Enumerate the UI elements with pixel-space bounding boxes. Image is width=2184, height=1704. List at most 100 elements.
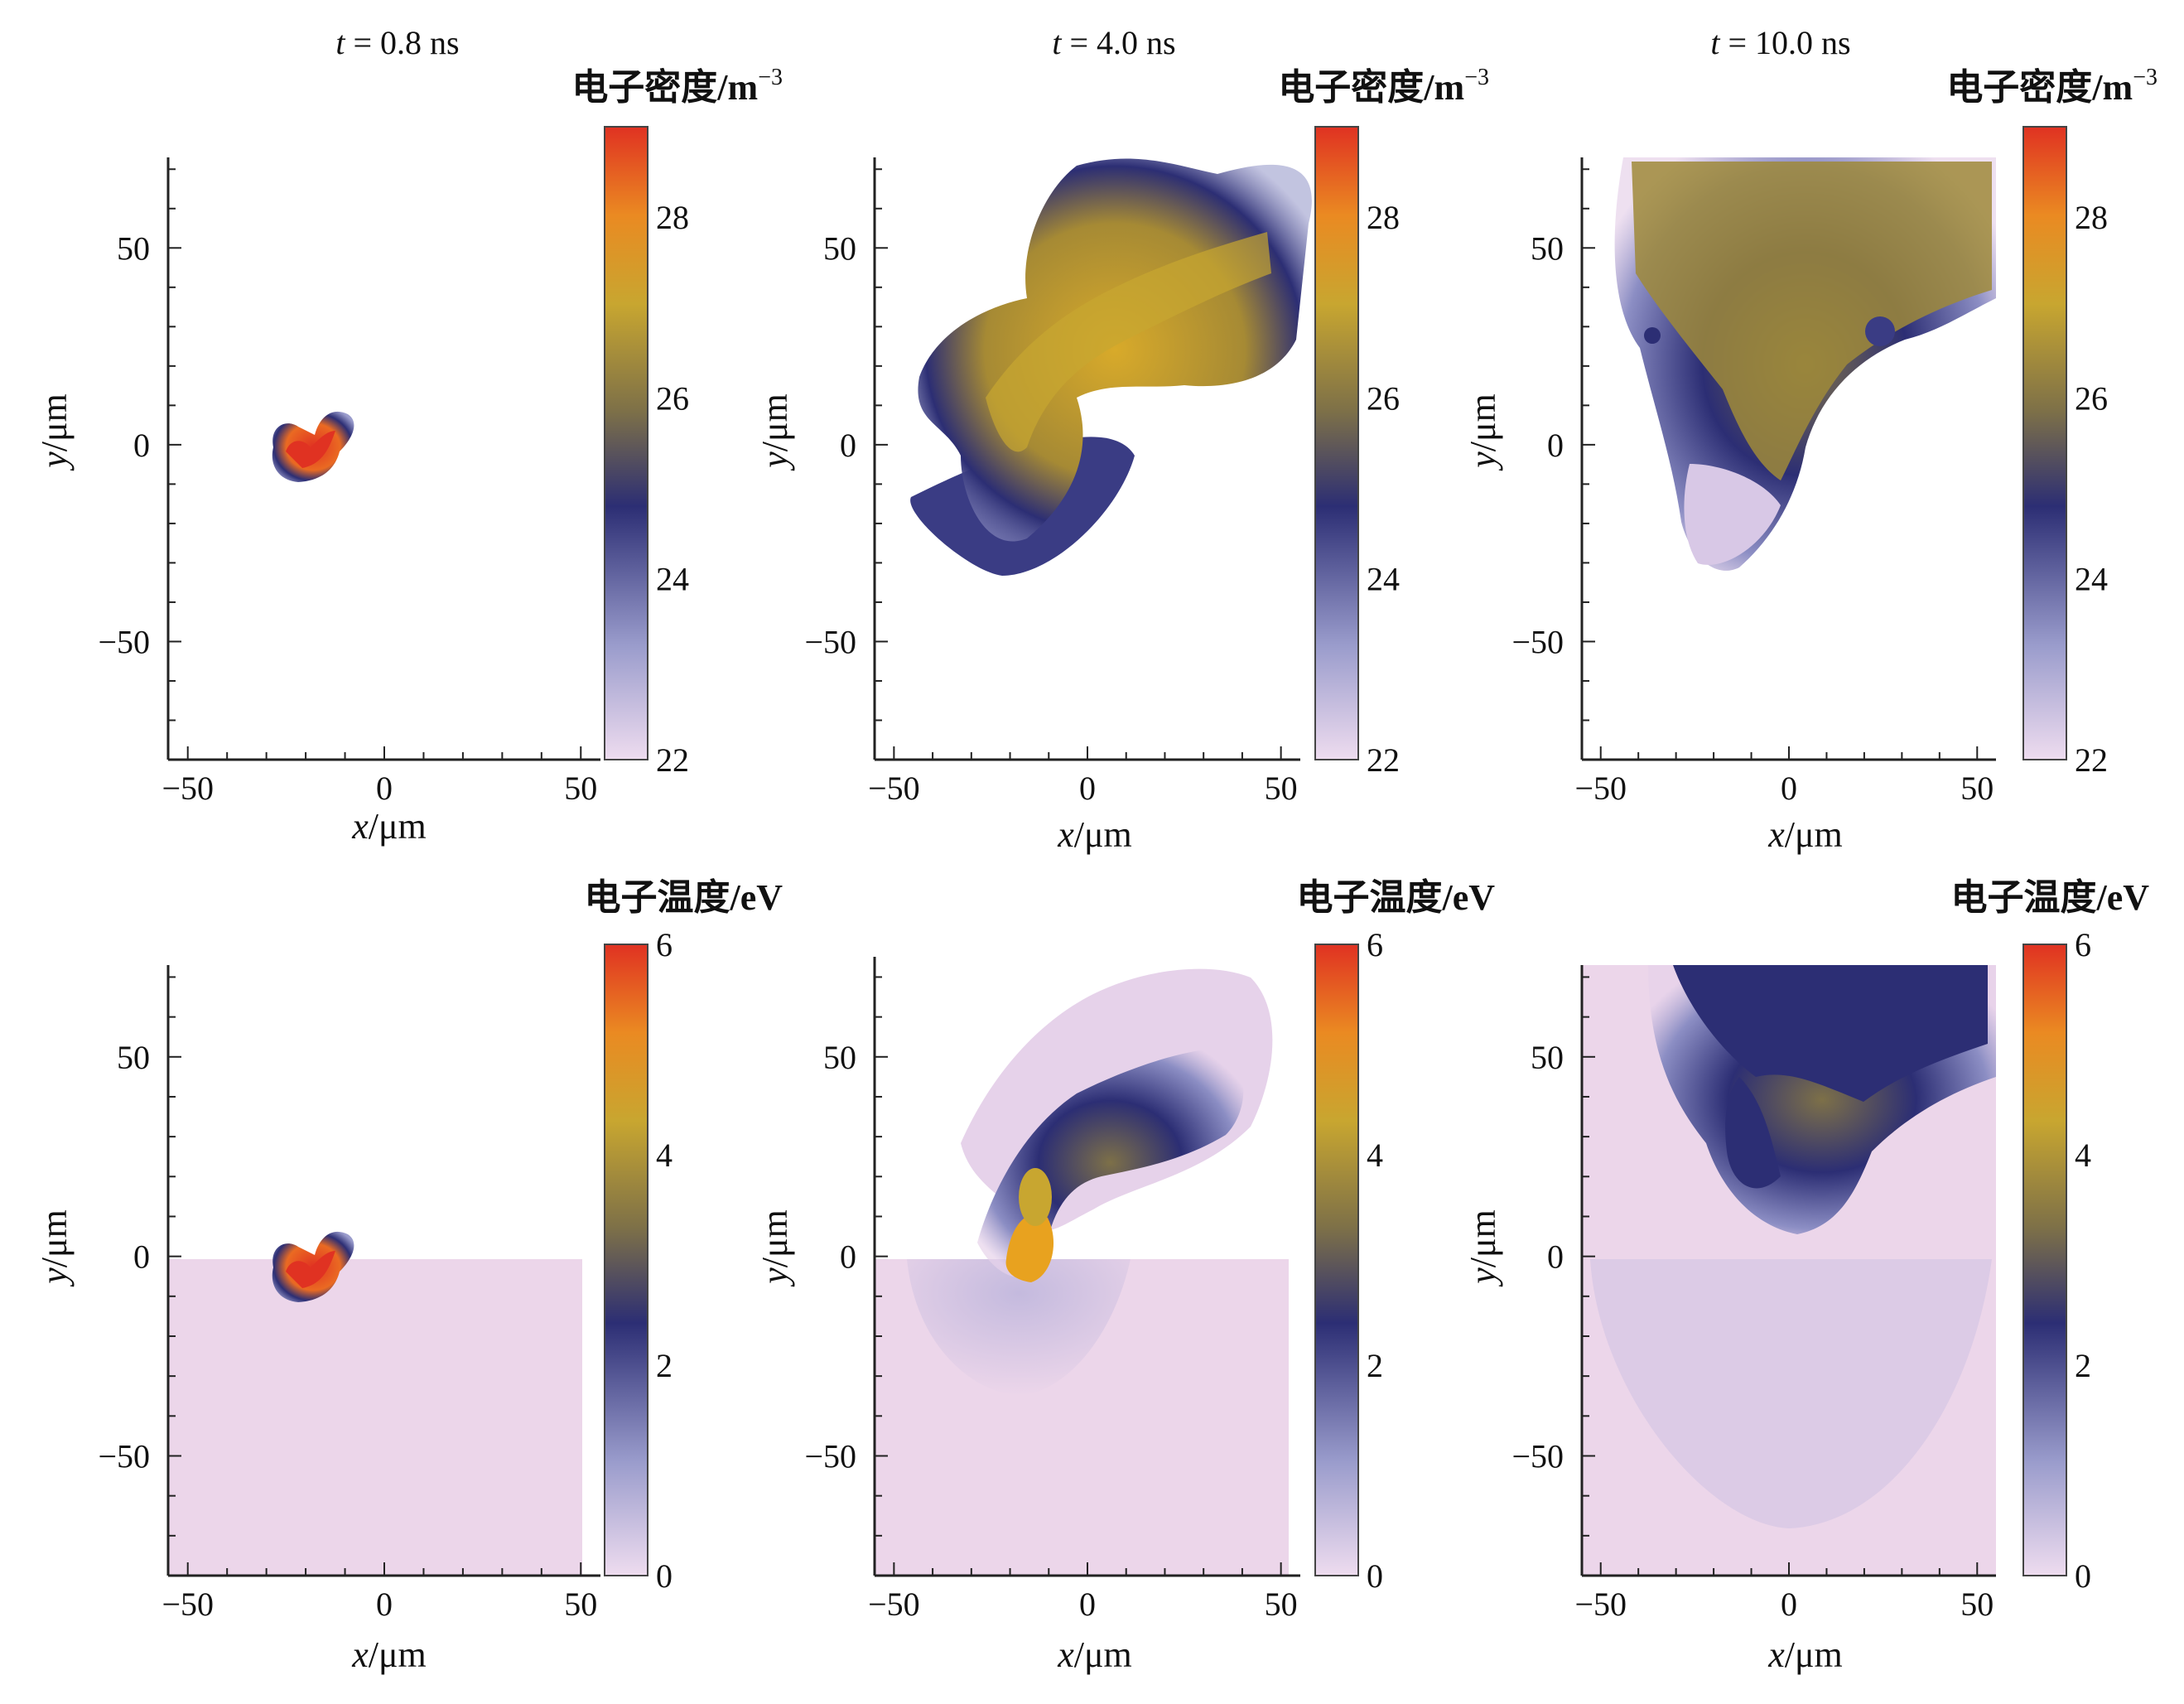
colorbar-tick-label: 28 [656,199,689,236]
colorbar-tick-label: 4 [656,1137,673,1174]
x-tick-label: 0 [376,770,393,807]
y-tick-label: −50 [98,623,150,660]
axes-density-t0.8 [166,157,600,761]
colorbar-density-t4.0 [1314,126,1359,760]
x-tick-label: 50 [1265,1586,1298,1623]
colorbar-title-temp-1: 电子温度/eV [1296,877,1495,918]
svg-text:t = 0.8 ns: t = 0.8 ns [335,24,459,61]
y-axis-label-0-0: y/μm [34,393,75,471]
colorbar-tick-label: 24 [656,561,689,598]
x-tick-label: −50 [1574,1586,1627,1623]
time-label-col0: t = 0.8 ns [335,24,459,61]
colorbar-tick-label: 26 [2075,379,2108,417]
x-axis-label-0-1: x/μm [1057,814,1132,855]
colorbar-title-density-1: 电子密度/m−3 [1278,65,1489,108]
x-tick-label: −50 [1574,770,1627,807]
panel-temp-t4.0 [873,957,1300,1577]
svg-text:x/μm: x/μm [1057,1634,1132,1675]
svg-text:y/μm: y/μm [34,1209,75,1287]
heatmap-temp-t0.8 [168,1231,582,1576]
y-tick-label: 0 [1547,427,1564,464]
svg-text:x/μm: x/μm [1767,814,1843,855]
x-tick-label: 0 [1079,770,1096,807]
x-tick-label: 50 [1960,770,1994,807]
heatmap-temp-t10 [1582,965,1996,1576]
x-axis-label-1-2: x/μm [1767,1634,1843,1675]
colorbar-tick-label: 4 [1367,1137,1383,1174]
heatmap-density-t4.0 [910,158,1312,576]
colorbar-tick-label: 0 [2075,1557,2091,1595]
colorbar-tick-label: 24 [2075,561,2108,598]
y-tick-label: −50 [804,623,856,660]
colorbar-tick-label: 0 [656,1557,673,1595]
svg-text:电子温度/eV: 电子温度/eV [1296,877,1495,918]
y-tick-label: 50 [117,1039,150,1076]
svg-text:t = 10.0 ns: t = 10.0 ns [1710,24,1850,61]
svg-text:t = 4.0 ns: t = 4.0 ns [1052,24,1175,61]
y-tick-label: 0 [133,427,150,464]
colorbar-tick-label: 28 [1367,199,1400,236]
colorbar-tick-label: 2 [1367,1347,1383,1384]
x-tick-label: −50 [868,770,920,807]
panel-density-t0.8 [166,157,600,761]
colorbar-tick-label: 24 [1367,561,1400,598]
x-tick-label: 50 [564,1586,597,1623]
colorbar-tick-label: 6 [656,926,673,963]
y-tick-label: 50 [117,229,150,267]
colorbar-temp-t0.8 [604,944,648,1576]
x-tick-label: −50 [162,1586,214,1623]
svg-text:x/μm: x/μm [1767,1634,1843,1675]
y-tick-label: 0 [840,427,856,464]
colorbar-tick-label: 22 [2075,741,2108,779]
svg-text:y/μm: y/μm [34,393,75,471]
panel-density-t4.0 [873,157,1312,761]
y-tick-label: 0 [1547,1238,1564,1276]
colorbar-tick-label: 2 [656,1347,673,1384]
colorbar-tick-label: 26 [1367,379,1400,417]
y-tick-label: −50 [804,1437,856,1475]
x-tick-label: 0 [1781,1586,1797,1623]
y-tick-label: −50 [98,1437,150,1475]
colorbar-title-temp-0: 电子温度/eV [584,877,783,918]
colorbar-density-t10 [2022,126,2067,760]
y-axis-label-1-0: y/μm [34,1209,75,1287]
colorbar-tick-label: 22 [1367,741,1400,779]
x-tick-label: 0 [1079,1586,1096,1623]
x-tick-label: −50 [868,1586,920,1623]
colorbar-tick-label: 0 [1367,1557,1383,1595]
colorbar-density-t0.8 [604,126,648,760]
y-axis-label-1-2: y/μm [1463,1209,1503,1287]
svg-text:电子温度/eV: 电子温度/eV [1950,877,2149,918]
svg-text:电子密度/m−3: 电子密度/m−3 [571,65,783,108]
colorbar-tick-label: 26 [656,379,689,417]
colorbar-tick-label: 4 [2075,1137,2091,1174]
colorbar-temp-t4.0 [1314,944,1359,1576]
panel-density-t10 [1580,157,1996,761]
time-label-col2: t = 10.0 ns [1710,24,1850,61]
colorbar-tick-label: 2 [2075,1347,2091,1384]
time-label-col1: t = 4.0 ns [1052,24,1175,61]
y-tick-label: 0 [840,1238,856,1276]
colorbar-tick-label: 6 [1367,926,1383,963]
y-axis-label-0-2: y/μm [1463,393,1503,471]
y-tick-label: 50 [823,229,856,267]
heatmap-density-t10 [1614,157,1996,571]
colorbar-title-density-2: 电子密度/m−3 [1946,65,2157,108]
x-tick-label: 50 [1265,770,1298,807]
svg-text:y/μm: y/μm [1463,393,1503,471]
svg-text:x/μm: x/μm [351,1634,427,1675]
colorbar-tick-label: 22 [656,741,689,779]
y-tick-label: −50 [1511,1437,1564,1475]
x-axis-label-1-1: x/μm [1057,1634,1132,1675]
x-tick-label: 50 [564,770,597,807]
colorbar-temp-t10 [2022,944,2067,1576]
y-tick-label: 50 [823,1039,856,1076]
colorbar-title-density-0: 电子密度/m−3 [571,65,783,108]
colorbar-title-temp-2: 电子温度/eV [1950,877,2149,918]
x-tick-label: 50 [1960,1586,1994,1623]
y-axis-label-1-1: y/μm [755,1209,795,1287]
panel-temp-t0.8 [166,965,600,1577]
y-tick-label: 50 [1531,229,1564,267]
